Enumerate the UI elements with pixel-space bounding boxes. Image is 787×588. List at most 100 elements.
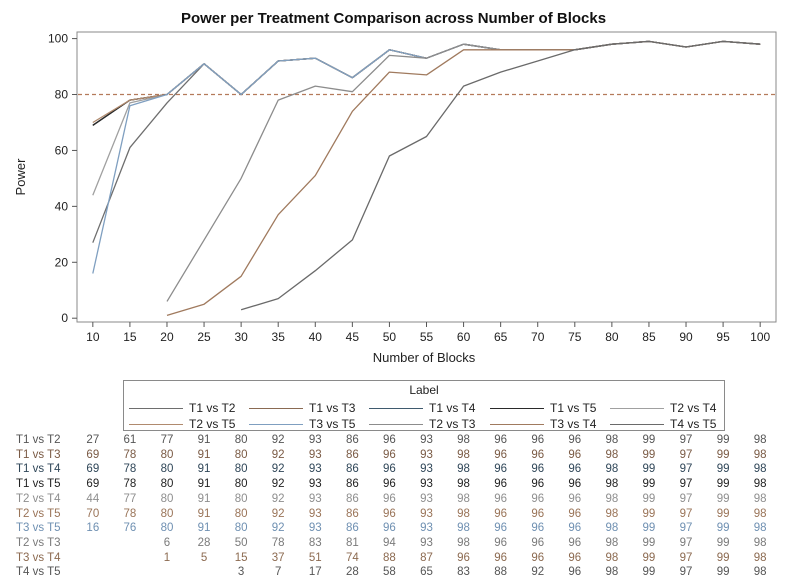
table-cell: 98 — [457, 522, 470, 535]
x-tick-label: 35 — [272, 330, 286, 344]
table-cell: 99 — [642, 448, 656, 461]
table-cell: 83 — [457, 566, 470, 579]
table-cell: 93 — [420, 507, 433, 520]
table-cell: 80 — [160, 448, 174, 461]
y-tick-label: 40 — [55, 199, 69, 213]
table-cell: 80 — [234, 522, 248, 535]
table-row-label: T3 vs T5 — [16, 522, 61, 535]
table-cell: 80 — [160, 492, 174, 505]
x-tick-label: 70 — [531, 330, 545, 344]
legend-label: T2 vs T3 — [429, 417, 476, 431]
table-cell: 92 — [531, 566, 545, 579]
legend-label: T1 vs T3 — [309, 401, 356, 415]
table-cell: 98 — [605, 448, 619, 461]
table-cell: 88 — [494, 566, 508, 579]
series-line-t1-vs-t3 — [92, 40, 761, 126]
table-cell: 96 — [494, 463, 508, 476]
table-cell: 97 — [679, 507, 693, 520]
table-cell: 98 — [457, 434, 470, 446]
table-cell: 51 — [308, 551, 322, 564]
table-cell: 96 — [494, 536, 508, 549]
table-cell: 96 — [494, 478, 508, 491]
table-cell: 28 — [345, 566, 359, 579]
series-line-t2-vs-t4 — [92, 40, 761, 196]
table-cell: 27 — [86, 434, 100, 446]
table-cell: 97 — [679, 522, 693, 535]
table-cell: 88 — [383, 551, 396, 564]
table-cell: 99 — [716, 566, 730, 579]
table-row-label: T1 vs T4 — [16, 463, 61, 476]
x-tick-label: 30 — [234, 330, 248, 344]
table-cell: 86 — [345, 448, 359, 461]
table-cell: 98 — [605, 478, 619, 491]
table-cell: 96 — [457, 551, 470, 564]
x-tick-label: 45 — [346, 330, 360, 344]
table-row: T1 vs T2 27 61 77 91 80 92 93 86 96 93 98 96 96 96 98 99… — [0, 433, 787, 447]
table-cell: 96 — [568, 434, 582, 446]
table-cell: 92 — [271, 492, 285, 505]
table-cell: 65 — [420, 566, 433, 579]
legend-swatch — [129, 408, 183, 409]
table-cell: 96 — [531, 522, 545, 535]
table-cell: 93 — [308, 492, 322, 505]
series-line-t2-vs-t5 — [92, 40, 761, 124]
y-axis: 0 20 40 60 80 100 — [48, 32, 77, 325]
table-cell: 99 — [642, 522, 656, 535]
table-cell: 77 — [123, 492, 137, 505]
table-cell: 99 — [716, 434, 730, 446]
series-line-t1-vs-t4 — [92, 40, 761, 126]
table-cell: 92 — [271, 463, 285, 476]
table-cell: 98 — [605, 463, 619, 476]
data-table: T1 vs T2 27 61 77 91 80 92 93 86 96 93 98 96 96 96 98 99… — [0, 433, 787, 583]
table-cell: 3 — [237, 566, 245, 579]
table-cell: 37 — [271, 551, 285, 564]
plot-area: 0 20 40 60 80 100 10 15 20 25 30 35 40 45 50 55 60 65 70 7… — [13, 31, 777, 365]
table-cell: 93 — [420, 463, 433, 476]
legend-swatch — [369, 408, 423, 409]
table-cell: 44 — [86, 492, 100, 505]
table-cell: 93 — [420, 448, 433, 461]
table-cell: 91 — [197, 522, 211, 535]
x-tick-label: 20 — [160, 330, 174, 344]
series-line-t3-vs-t4 — [166, 40, 761, 317]
table-cell: 80 — [234, 434, 248, 446]
table-cell: 80 — [234, 507, 248, 520]
table-cell: 98 — [605, 492, 619, 505]
table-cell: 91 — [197, 507, 211, 520]
table-cell: 6 — [163, 536, 171, 549]
legend-label: T1 vs T4 — [429, 401, 476, 415]
series-line-t4-vs-t5 — [240, 40, 761, 311]
legend-swatch — [129, 424, 183, 425]
chart-title: Power per Treatment Comparison across Nu… — [180, 10, 607, 27]
table-cell: 77 — [160, 434, 174, 446]
table-cell: 92 — [271, 434, 285, 446]
table-cell: 98 — [457, 507, 470, 520]
table-cell: 96 — [531, 551, 545, 564]
table-cell: 81 — [345, 536, 359, 549]
y-tick-label: 60 — [55, 143, 69, 157]
table-cell: 80 — [160, 463, 174, 476]
table-row-label: T3 vs T4 — [16, 551, 61, 564]
table-cell: 92 — [271, 522, 285, 535]
table-cell: 98 — [457, 492, 470, 505]
table-cell: 96 — [383, 434, 396, 446]
table-cell: 86 — [345, 522, 359, 535]
table-row: T1 vs T4 69 78 80 91 80 92 93 86 96 93 98 96 96 96 98 99… — [0, 462, 787, 476]
y-tick-label: 20 — [55, 255, 69, 269]
table-cell: 83 — [308, 536, 322, 549]
table-cell: 96 — [568, 566, 582, 579]
table-cell: 69 — [86, 478, 100, 491]
table-cell: 69 — [86, 448, 100, 461]
table-cell: 5 — [200, 551, 208, 564]
x-axis: 10 15 20 25 30 35 40 45 50 55 60 65 70 75 80 85 90 95 100 — [86, 322, 771, 344]
table-cell: 98 — [753, 463, 767, 476]
table-row-label: T2 vs T3 — [16, 536, 61, 549]
table-cell: 98 — [605, 536, 619, 549]
table-cell: 96 — [494, 448, 508, 461]
table-cell: 93 — [420, 536, 433, 549]
table-row-label: T1 vs T3 — [16, 448, 61, 461]
table-cell: 98 — [753, 566, 767, 579]
table-cell: 93 — [420, 522, 433, 535]
x-tick-label: 10 — [86, 330, 100, 344]
series-layer — [92, 40, 761, 317]
